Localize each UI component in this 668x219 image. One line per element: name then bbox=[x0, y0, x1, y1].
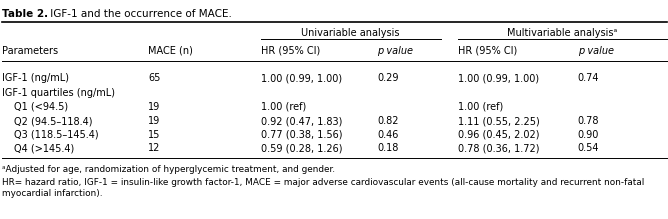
Text: HR (95% CI): HR (95% CI) bbox=[458, 46, 517, 56]
Text: IGF-1 and the occurrence of MACE.: IGF-1 and the occurrence of MACE. bbox=[47, 9, 232, 19]
Text: 1.11 (0.55, 2.25): 1.11 (0.55, 2.25) bbox=[458, 116, 539, 126]
Text: IGF-1 quartiles (ng/mL): IGF-1 quartiles (ng/mL) bbox=[2, 88, 115, 98]
Text: 1.00 (0.99, 1.00): 1.00 (0.99, 1.00) bbox=[458, 73, 538, 83]
Text: 19: 19 bbox=[148, 102, 160, 112]
Text: Multivariable analysisᵃ: Multivariable analysisᵃ bbox=[507, 28, 618, 39]
Text: 0.54: 0.54 bbox=[578, 143, 599, 154]
Text: 1.00 (ref): 1.00 (ref) bbox=[261, 102, 306, 112]
Text: 0.18: 0.18 bbox=[377, 143, 399, 154]
Text: 65: 65 bbox=[148, 73, 161, 83]
Text: 0.92 (0.47, 1.83): 0.92 (0.47, 1.83) bbox=[261, 116, 342, 126]
Text: 0.96 (0.45, 2.02): 0.96 (0.45, 2.02) bbox=[458, 130, 539, 140]
Text: 15: 15 bbox=[148, 130, 161, 140]
Text: 0.90: 0.90 bbox=[578, 130, 599, 140]
Text: 0.78: 0.78 bbox=[578, 116, 599, 126]
Text: 19: 19 bbox=[148, 116, 160, 126]
Text: Univariable analysis: Univariable analysis bbox=[301, 28, 400, 39]
Text: HR (95% CI): HR (95% CI) bbox=[261, 46, 320, 56]
Text: 0.59 (0.28, 1.26): 0.59 (0.28, 1.26) bbox=[261, 143, 342, 154]
Text: p value: p value bbox=[377, 46, 413, 56]
Text: 12: 12 bbox=[148, 143, 161, 154]
Text: 0.82: 0.82 bbox=[377, 116, 399, 126]
Text: 1.00 (0.99, 1.00): 1.00 (0.99, 1.00) bbox=[261, 73, 341, 83]
Text: HR= hazard ratio, IGF-1 = insulin-like growth factor-1, MACE = major adverse car: HR= hazard ratio, IGF-1 = insulin-like g… bbox=[2, 178, 644, 198]
Text: 0.78 (0.36, 1.72): 0.78 (0.36, 1.72) bbox=[458, 143, 539, 154]
Text: ᵃAdjusted for age, randomization of hyperglycemic treatment, and gender.: ᵃAdjusted for age, randomization of hype… bbox=[2, 165, 335, 174]
Text: 0.46: 0.46 bbox=[377, 130, 399, 140]
Text: 0.74: 0.74 bbox=[578, 73, 599, 83]
Text: Table 2.: Table 2. bbox=[2, 9, 48, 19]
Text: 0.77 (0.38, 1.56): 0.77 (0.38, 1.56) bbox=[261, 130, 342, 140]
Text: IGF-1 (ng/mL): IGF-1 (ng/mL) bbox=[2, 73, 69, 83]
Text: Q1 (<94.5): Q1 (<94.5) bbox=[14, 102, 68, 112]
Text: Q3 (118.5–145.4): Q3 (118.5–145.4) bbox=[14, 130, 99, 140]
Text: Parameters: Parameters bbox=[2, 46, 58, 56]
Text: Q2 (94.5–118.4): Q2 (94.5–118.4) bbox=[14, 116, 93, 126]
Text: MACE (n): MACE (n) bbox=[148, 46, 193, 56]
Text: 1.00 (ref): 1.00 (ref) bbox=[458, 102, 503, 112]
Text: 0.29: 0.29 bbox=[377, 73, 399, 83]
Text: p value: p value bbox=[578, 46, 614, 56]
Text: Q4 (>145.4): Q4 (>145.4) bbox=[14, 143, 74, 154]
